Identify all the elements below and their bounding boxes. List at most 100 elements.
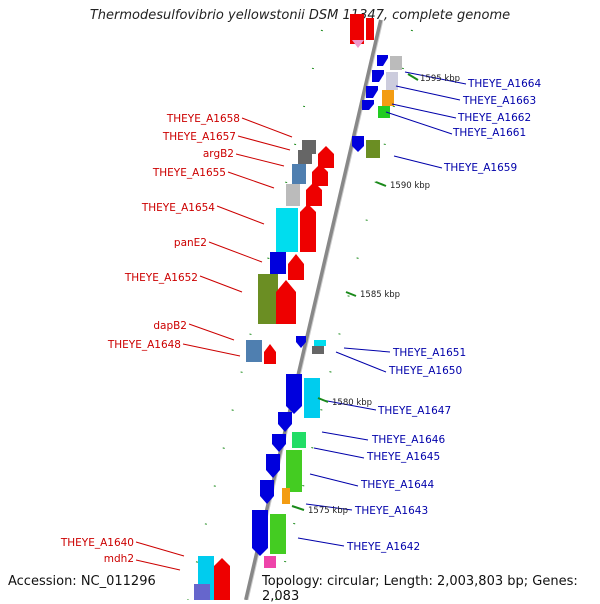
gene-block: [292, 164, 306, 184]
gene-label-left[interactable]: panE2: [174, 237, 207, 249]
leader-line: [235, 153, 285, 167]
gene-block: [282, 488, 290, 504]
leader-line: [182, 343, 241, 357]
leader-line: [343, 347, 391, 353]
tick-mark: [345, 291, 357, 297]
leader-line: [313, 447, 365, 459]
gene-arrow: [266, 454, 280, 478]
gene-arrow: [260, 480, 274, 504]
gene-label-right[interactable]: THEYE_A1645: [366, 451, 440, 463]
tick-label: 1580 kbp: [332, 398, 372, 408]
gene-label-right[interactable]: THEYE_A1664: [467, 78, 541, 90]
right-gene-labels: THEYE_A1664 THEYE_A1663 THEYE_A1662 THEYE_A…: [297, 71, 541, 553]
gene-arrow: [362, 100, 374, 110]
gene-arrow: [276, 280, 296, 324]
map-title: Thermodesulfovibrio yellowstonii DSM 113…: [89, 8, 511, 23]
gene-arrow: [366, 86, 378, 98]
gene-arrow: [252, 510, 268, 556]
leader-line: [305, 503, 353, 511]
gene-arrow: [318, 146, 334, 168]
gene-arrow: [288, 254, 304, 280]
gene-arrow: [312, 164, 328, 186]
gene-block: [366, 140, 380, 158]
gene-label-right[interactable]: THEYE_A1643: [354, 505, 428, 517]
leader-line: [391, 103, 457, 119]
gene-label-left[interactable]: dapB2: [153, 320, 187, 332]
gene-block: [314, 340, 326, 346]
right-strand-top-cluster: [352, 55, 402, 158]
gene-block: [246, 340, 262, 362]
left-strand-bottom-cluster: [194, 556, 230, 600]
gene-block: [386, 72, 398, 90]
gene-label-left[interactable]: THEYE_A1640: [60, 537, 134, 549]
tick-label: 1595 kbp: [420, 74, 460, 84]
gene-label-left[interactable]: THEYE_A1652: [124, 272, 198, 284]
gene-block: [292, 432, 306, 448]
gene-block: [270, 252, 286, 274]
tick-label: 1590 kbp: [390, 181, 430, 191]
gene-block: [276, 208, 298, 252]
gene-label-right[interactable]: THEYE_A1651: [392, 347, 466, 359]
gene-label-left[interactable]: argB2: [203, 148, 234, 160]
leader-line: [321, 399, 377, 411]
gene-block: [258, 274, 278, 324]
gene-arrow: [352, 136, 364, 152]
gene-arrow: [264, 344, 276, 364]
leader-line: [385, 111, 453, 135]
leader-line: [135, 541, 185, 557]
gene-block: [286, 450, 302, 492]
leader-line: [188, 323, 235, 341]
leader-line: [297, 537, 345, 547]
gene-label-right[interactable]: THEYE_A1647: [377, 405, 451, 417]
gene-arrow: [306, 182, 322, 206]
gene-block: [382, 90, 394, 106]
leader-line: [135, 559, 181, 571]
gene-block: [304, 378, 320, 418]
right-strand-bottom-cluster: [252, 374, 320, 568]
gene-block: [270, 514, 286, 554]
leader-line: [393, 155, 443, 169]
leader-line: [227, 171, 275, 189]
gene-label-right[interactable]: THEYE_A1650: [388, 365, 462, 377]
tick-label: 1585 kbp: [360, 290, 400, 300]
middle-cluster: [246, 336, 326, 364]
gene-label-right[interactable]: THEYE_A1662: [457, 112, 531, 124]
tick-label: 1575 kbp: [308, 506, 348, 516]
gene-label-left[interactable]: THEYE_A1658: [166, 113, 240, 125]
tick-mark: [291, 505, 305, 511]
leader-line: [404, 71, 467, 85]
left-gene-labels: THEYE_A1658 THEYE_A1657 argB2 THEYE_A1655 TH…: [60, 113, 293, 571]
gene-label-left[interactable]: THEYE_A1648: [107, 339, 181, 351]
gene-label-right[interactable]: THEYE_A1644: [360, 479, 434, 491]
gene-block: [194, 584, 210, 600]
gene-label-right[interactable]: THEYE_A1646: [371, 434, 445, 446]
left-strand-top-cluster: [258, 140, 334, 324]
gene-block: [312, 346, 324, 354]
gene-label-left[interactable]: mdh2: [104, 553, 134, 565]
gene-label-right[interactable]: THEYE_A1661: [452, 127, 526, 139]
tick-mark: [407, 73, 419, 81]
gene-label-right[interactable]: THEYE_A1659: [443, 162, 517, 174]
gene-label-left[interactable]: THEYE_A1655: [152, 167, 226, 179]
gene-block: [390, 56, 402, 70]
gene-label-left[interactable]: THEYE_A1654: [141, 202, 215, 214]
leader-line: [216, 205, 265, 225]
top-edge-features: [350, 14, 374, 48]
gene-arrow: [377, 55, 388, 66]
gene-arrow: [278, 412, 292, 432]
gene-label-right[interactable]: THEYE_A1642: [346, 541, 420, 553]
leader-line: [309, 473, 359, 487]
gene-block: [298, 150, 312, 164]
leader-line: [335, 351, 387, 373]
accession-text: Accession: NC_011296: [8, 574, 156, 589]
gene-block: [378, 106, 390, 118]
tick-mark: [375, 181, 387, 187]
gene-label-left[interactable]: THEYE_A1657: [162, 131, 236, 143]
gene-arrow: [300, 204, 316, 252]
gene-arrow: [286, 374, 302, 414]
leader-line: [199, 275, 243, 293]
gene-label-right[interactable]: THEYE_A1663: [462, 95, 536, 107]
genome-backbone: [244, 19, 384, 600]
leader-line: [395, 85, 461, 101]
